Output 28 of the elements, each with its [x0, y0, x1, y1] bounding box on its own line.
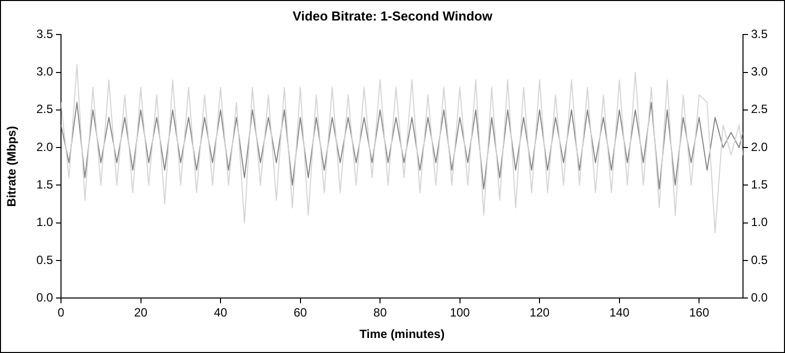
x-tick-label: 0 — [58, 306, 65, 320]
x-axis-title: Time (minutes) — [359, 327, 445, 342]
x-tick-label: 60 — [294, 306, 308, 320]
x-tick-label: 140 — [609, 306, 630, 320]
x-tick-label: 120 — [530, 306, 550, 320]
y2-tick-label: 3.5 — [751, 26, 768, 41]
x-tick-label: 80 — [373, 306, 388, 320]
x-tick-label: 40 — [214, 306, 228, 320]
y2-tick-label: 0.0 — [751, 290, 768, 305]
y2-tick-label: 1.5 — [751, 178, 768, 192]
y-tick-label: 3.0 — [36, 64, 54, 79]
x-tick-label: 20 — [134, 306, 148, 320]
x-tick-label: 100 — [450, 306, 470, 320]
y-tick-label: 2.5 — [36, 102, 54, 116]
y-tick-label: 3.5 — [36, 26, 54, 41]
x-tick-label: 160 — [689, 306, 710, 320]
y2-tick-label: 0.5 — [751, 252, 768, 267]
y2-tick-label: 1.0 — [751, 215, 768, 230]
y-tick-label: 0.5 — [36, 252, 54, 267]
y2-tick-label: 2.5 — [751, 102, 768, 116]
y-tick-label: 1.0 — [36, 215, 54, 230]
y-axis-title: Bitrate (Mbps) — [4, 126, 19, 207]
y2-tick-label: 2.0 — [751, 140, 768, 154]
y-tick-label: 2.0 — [36, 140, 54, 154]
y-tick-label: 0.0 — [36, 290, 54, 305]
y2-tick-label: 3.0 — [751, 64, 768, 79]
chart-title: Video Bitrate: 1-Second Window — [292, 8, 494, 24]
y-tick-label: 1.5 — [36, 178, 54, 192]
